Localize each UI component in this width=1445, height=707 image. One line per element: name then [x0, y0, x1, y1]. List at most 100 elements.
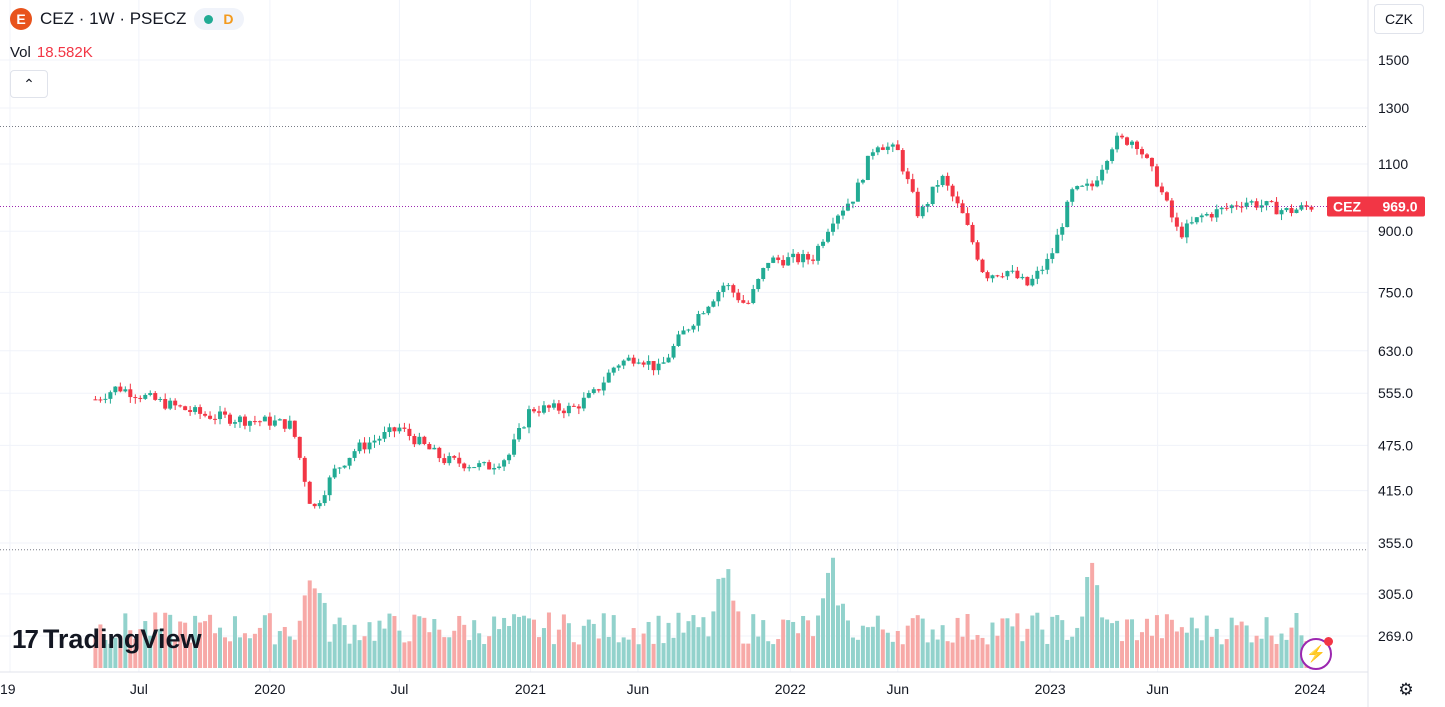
candle-body: [1105, 161, 1110, 170]
volume-bar: [1204, 615, 1209, 668]
candle-body: [193, 407, 198, 412]
volume-bar: [1035, 612, 1040, 668]
collapse-legend-button[interactable]: ⌃: [10, 70, 48, 98]
volume-bar: [108, 643, 113, 668]
candle-body: [1144, 154, 1149, 158]
candle-body: [751, 289, 756, 304]
volume-bar: [621, 637, 626, 668]
candle-body: [1050, 253, 1055, 259]
volume-bar: [347, 643, 352, 668]
candle-body: [1060, 227, 1065, 235]
volume-bar: [522, 615, 527, 668]
candle-body: [546, 405, 551, 408]
volume-bar: [1224, 639, 1229, 668]
candle-body: [163, 398, 168, 409]
candle-body: [138, 397, 143, 399]
candle-body: [746, 302, 751, 304]
volume-bar: [1020, 641, 1025, 668]
y-tick-label: 555.0: [1378, 385, 1413, 401]
volume-bar: [1189, 617, 1194, 668]
volume-bar: [437, 629, 442, 668]
candle-body: [183, 406, 188, 411]
candle-body: [581, 397, 586, 409]
volume-bar: [312, 588, 317, 668]
candle-body: [990, 275, 995, 279]
volume-bar: [193, 615, 198, 668]
volume-bar: [781, 619, 786, 668]
volume-bar: [1169, 619, 1174, 668]
volume-bar: [965, 614, 970, 668]
volume-bar: [691, 615, 696, 668]
volume-bar: [287, 636, 292, 668]
volume-bar: [292, 639, 297, 668]
candle-body: [98, 399, 103, 401]
market-status-badge[interactable]: D: [194, 8, 244, 30]
volume-bar: [302, 595, 307, 668]
volume-bar: [1065, 639, 1070, 668]
candle-body: [387, 427, 392, 433]
volume-bar: [980, 637, 985, 668]
tradingview-logo[interactable]: 17 TradingView: [12, 624, 201, 655]
volume-value: 18.582K: [36, 44, 93, 61]
y-tick-label: 1100: [1378, 156, 1408, 172]
candle-body: [257, 421, 262, 423]
volume-bar: [237, 637, 242, 668]
volume-bar: [831, 557, 836, 668]
candle-body: [1279, 210, 1284, 215]
candle-body: [801, 254, 806, 263]
volume-bar: [721, 577, 726, 668]
volume-bar: [492, 616, 497, 668]
volume-bar: [586, 619, 591, 668]
candle-body: [213, 418, 218, 420]
candle-body: [1214, 209, 1219, 218]
volume-bar: [885, 632, 890, 668]
volume-bar: [1105, 619, 1110, 668]
candle-body: [945, 175, 950, 186]
candle-body: [252, 421, 257, 423]
volume-bar: [1144, 618, 1149, 668]
volume-bar: [686, 621, 691, 668]
y-tick-label: 415.0: [1378, 483, 1413, 499]
volume-bar: [1055, 615, 1060, 668]
candle-body: [198, 407, 203, 414]
candle-body: [766, 262, 771, 269]
candle-body: [512, 439, 517, 455]
x-tick-label: 2023: [1035, 681, 1066, 697]
candle-body: [1159, 186, 1164, 193]
lightning-icon[interactable]: ⚡: [1300, 637, 1333, 670]
candle-body: [955, 196, 960, 204]
currency-button[interactable]: CZK: [1374, 4, 1424, 34]
symbol-title[interactable]: CEZ · 1W · PSECZ: [40, 9, 187, 28]
candle-body: [203, 413, 208, 416]
volume-bar: [527, 618, 532, 668]
candle-body: [352, 451, 357, 458]
volume-bar: [417, 616, 422, 668]
volume-bar: [1244, 625, 1249, 668]
candle-body: [651, 361, 656, 371]
volume-bar: [1080, 616, 1085, 668]
volume-bar: [412, 614, 417, 668]
volume-bar: [382, 628, 387, 668]
candle-body: [601, 382, 606, 391]
volume-bar: [1274, 643, 1279, 668]
candle-body: [905, 171, 910, 180]
gear-icon[interactable]: ⚙: [1398, 680, 1414, 699]
candle-body: [1045, 258, 1050, 270]
candle-body: [223, 411, 228, 415]
candle-body: [880, 147, 885, 150]
candle-body: [606, 372, 611, 383]
candle-body: [811, 259, 816, 261]
volume-bar: [1040, 629, 1045, 668]
candle-body: [297, 436, 302, 458]
volume-bar: [811, 636, 816, 668]
volume-bar: [741, 643, 746, 668]
x-tick-label: Jun: [886, 681, 909, 697]
candle-body: [551, 403, 556, 408]
candle-body: [641, 362, 646, 365]
candle-body: [935, 185, 940, 187]
volume-bar: [1149, 635, 1154, 668]
volume-bar: [227, 641, 232, 668]
volume-bar: [93, 636, 98, 668]
volume-legend: Vol 18.582K: [10, 44, 93, 61]
